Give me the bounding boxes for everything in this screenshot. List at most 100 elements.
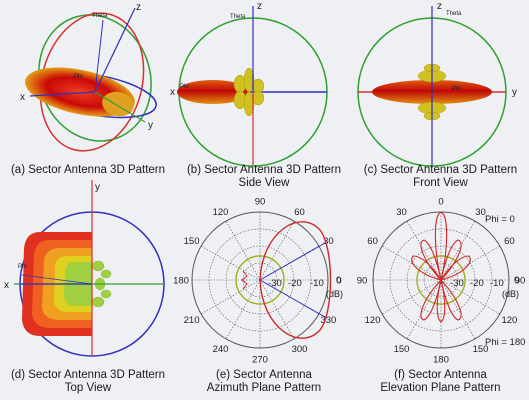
radial-tick-labels-elevation: -30 -20 -10 0 (dB) [450, 275, 519, 299]
phi-vector [21, 274, 93, 285]
grid-ring [423, 262, 459, 298]
x-axis-label: x [4, 280, 9, 291]
grid-spoke [225, 279, 261, 340]
grid-spoke [440, 245, 501, 281]
grid-spoke [381, 245, 442, 281]
grid-ring [191, 211, 329, 349]
radial-tick-labels-azimuth: -30 -20 -10 0 (dB) [268, 275, 343, 299]
unit-label: (dB) [502, 289, 519, 299]
back-lobe-trace [241, 270, 248, 290]
caption-line-1: (c) Sector Antenna 3D Pattern [363, 164, 518, 176]
x-axis-line [29, 91, 96, 97]
angle-tick-label: 240 [213, 344, 229, 355]
main-lobe-side [177, 80, 249, 104]
polar-grid-azimuth [191, 211, 329, 349]
caption-line-2: Azimuth Plane Pattern [206, 382, 322, 394]
polar-grid-elevation [372, 211, 510, 349]
caption-line-1: (d) Sector Antenna 3D Pattern [10, 369, 166, 381]
radial-tick: -30 [268, 278, 282, 289]
angle-tick-label: 150 [184, 236, 200, 247]
azimuth-pattern-curve [259, 221, 332, 339]
phi-label: Phi [18, 264, 27, 270]
y-axis-label: y [148, 120, 153, 131]
angle-tick-label: 150 [394, 344, 410, 355]
phi-label: Phi [180, 84, 189, 90]
caption-panel-d: (d) Sector Antenna 3D Pattern Top View [0, 369, 176, 395]
grid-spoke [406, 279, 442, 340]
beam-edge-line-upper [259, 242, 326, 281]
angle-tick-label: 90 [357, 276, 368, 287]
x-axis-label: x [170, 87, 175, 98]
angle-tick-label: 30 [396, 207, 407, 218]
theta-label: Theta [446, 11, 462, 17]
grid-spoke [200, 245, 261, 281]
angle-tick-label: 120 [213, 207, 229, 218]
theta-label: Theta [230, 14, 246, 20]
angle-tick-label: 120 [365, 315, 381, 326]
angle-tick-label: 300 [292, 344, 308, 355]
theta-vector [94, 19, 104, 93]
caption-line-1: (e) Sector Antenna [216, 369, 312, 381]
y-axis-line [94, 91, 146, 123]
panel-d-top-view: y x Phi [4, 180, 165, 357]
panel-c-front-view: z Theta Phi y [357, 1, 517, 167]
angle-tick-label: 30 [475, 207, 486, 218]
grid-spoke [381, 279, 442, 315]
caption-panel-e: (e) Sector Antenna Azimuth Plane Pattern [176, 369, 352, 395]
grid-spoke [259, 279, 295, 340]
angle-tick-label: 180 [173, 276, 189, 287]
reference-circle [416, 255, 466, 305]
x-axis-label: x [20, 92, 25, 103]
angle-tick-label: 180 [433, 355, 449, 366]
phi-label: Phi [74, 74, 83, 80]
grid-spoke [440, 220, 476, 281]
caption-line-2: Top View [64, 382, 112, 394]
caption-panel-c: (c) Sector Antenna 3D Pattern Front View [352, 164, 529, 190]
angle-tick-label: 90 [255, 197, 266, 208]
caption-line-1: (a) Sector Antenna 3D Pattern [10, 164, 166, 176]
z-axis-label: z [257, 1, 262, 12]
grid-spoke [225, 220, 261, 281]
angle-tick-label: 270 [252, 355, 268, 366]
angle-tick-label: 150 [473, 344, 489, 355]
radial-tick: -10 [310, 278, 324, 289]
radial-tick: 0 [514, 275, 519, 286]
angle-tick-label: 0 [438, 197, 443, 208]
radial-tick: -20 [470, 278, 484, 289]
grid-spoke [406, 220, 442, 281]
theta-label: Theta [92, 13, 108, 19]
unit-label: (dB) [326, 289, 343, 299]
reference-circle [235, 255, 285, 305]
z-axis-label: z [437, 1, 442, 12]
angle-tick-label: 90 [515, 276, 526, 287]
angle-tick-label: 0 [336, 276, 341, 287]
radial-tick: -20 [288, 278, 302, 289]
elevation-pattern-curve [411, 211, 471, 323]
legend-phi-0: Phi = 0 [485, 214, 515, 225]
caption-line-2: Side View [238, 177, 290, 189]
angle-tick-labels-elevation: 0 30 60 90 120 150 180 150 120 90 60 30 [357, 197, 526, 366]
angle-tick-label: 120 [501, 315, 517, 326]
beam-edge-line-lower [259, 279, 326, 318]
caption-panel-a: (a) Sector Antenna 3D Pattern [0, 164, 176, 177]
panel-a-3d-pattern: Theta Phi z x y [20, 2, 157, 152]
caption-panel-b: (b) Sector Antenna 3D Pattern Side View [176, 164, 352, 190]
grid-spoke [440, 279, 501, 315]
z-axis-label: z [136, 2, 141, 13]
grid-spoke [440, 279, 476, 340]
z-axis-line [94, 7, 136, 93]
radial-tick: 0 [336, 275, 341, 286]
grid-ring [242, 262, 278, 298]
angle-tick-label: 60 [367, 236, 378, 247]
angle-tick-label: 330 [320, 315, 336, 326]
phi-label: Phi [452, 86, 461, 92]
y-axis-label: y [95, 182, 100, 193]
radial-tick: -10 [490, 278, 504, 289]
radial-tick: -30 [450, 278, 464, 289]
angle-tick-label: 60 [504, 236, 515, 247]
panel-f-elevation-polar: 0 30 60 90 120 150 180 150 120 90 60 30 -30 -20 -10… [357, 197, 526, 366]
legend-phi-180: Phi = 180 [485, 337, 525, 348]
